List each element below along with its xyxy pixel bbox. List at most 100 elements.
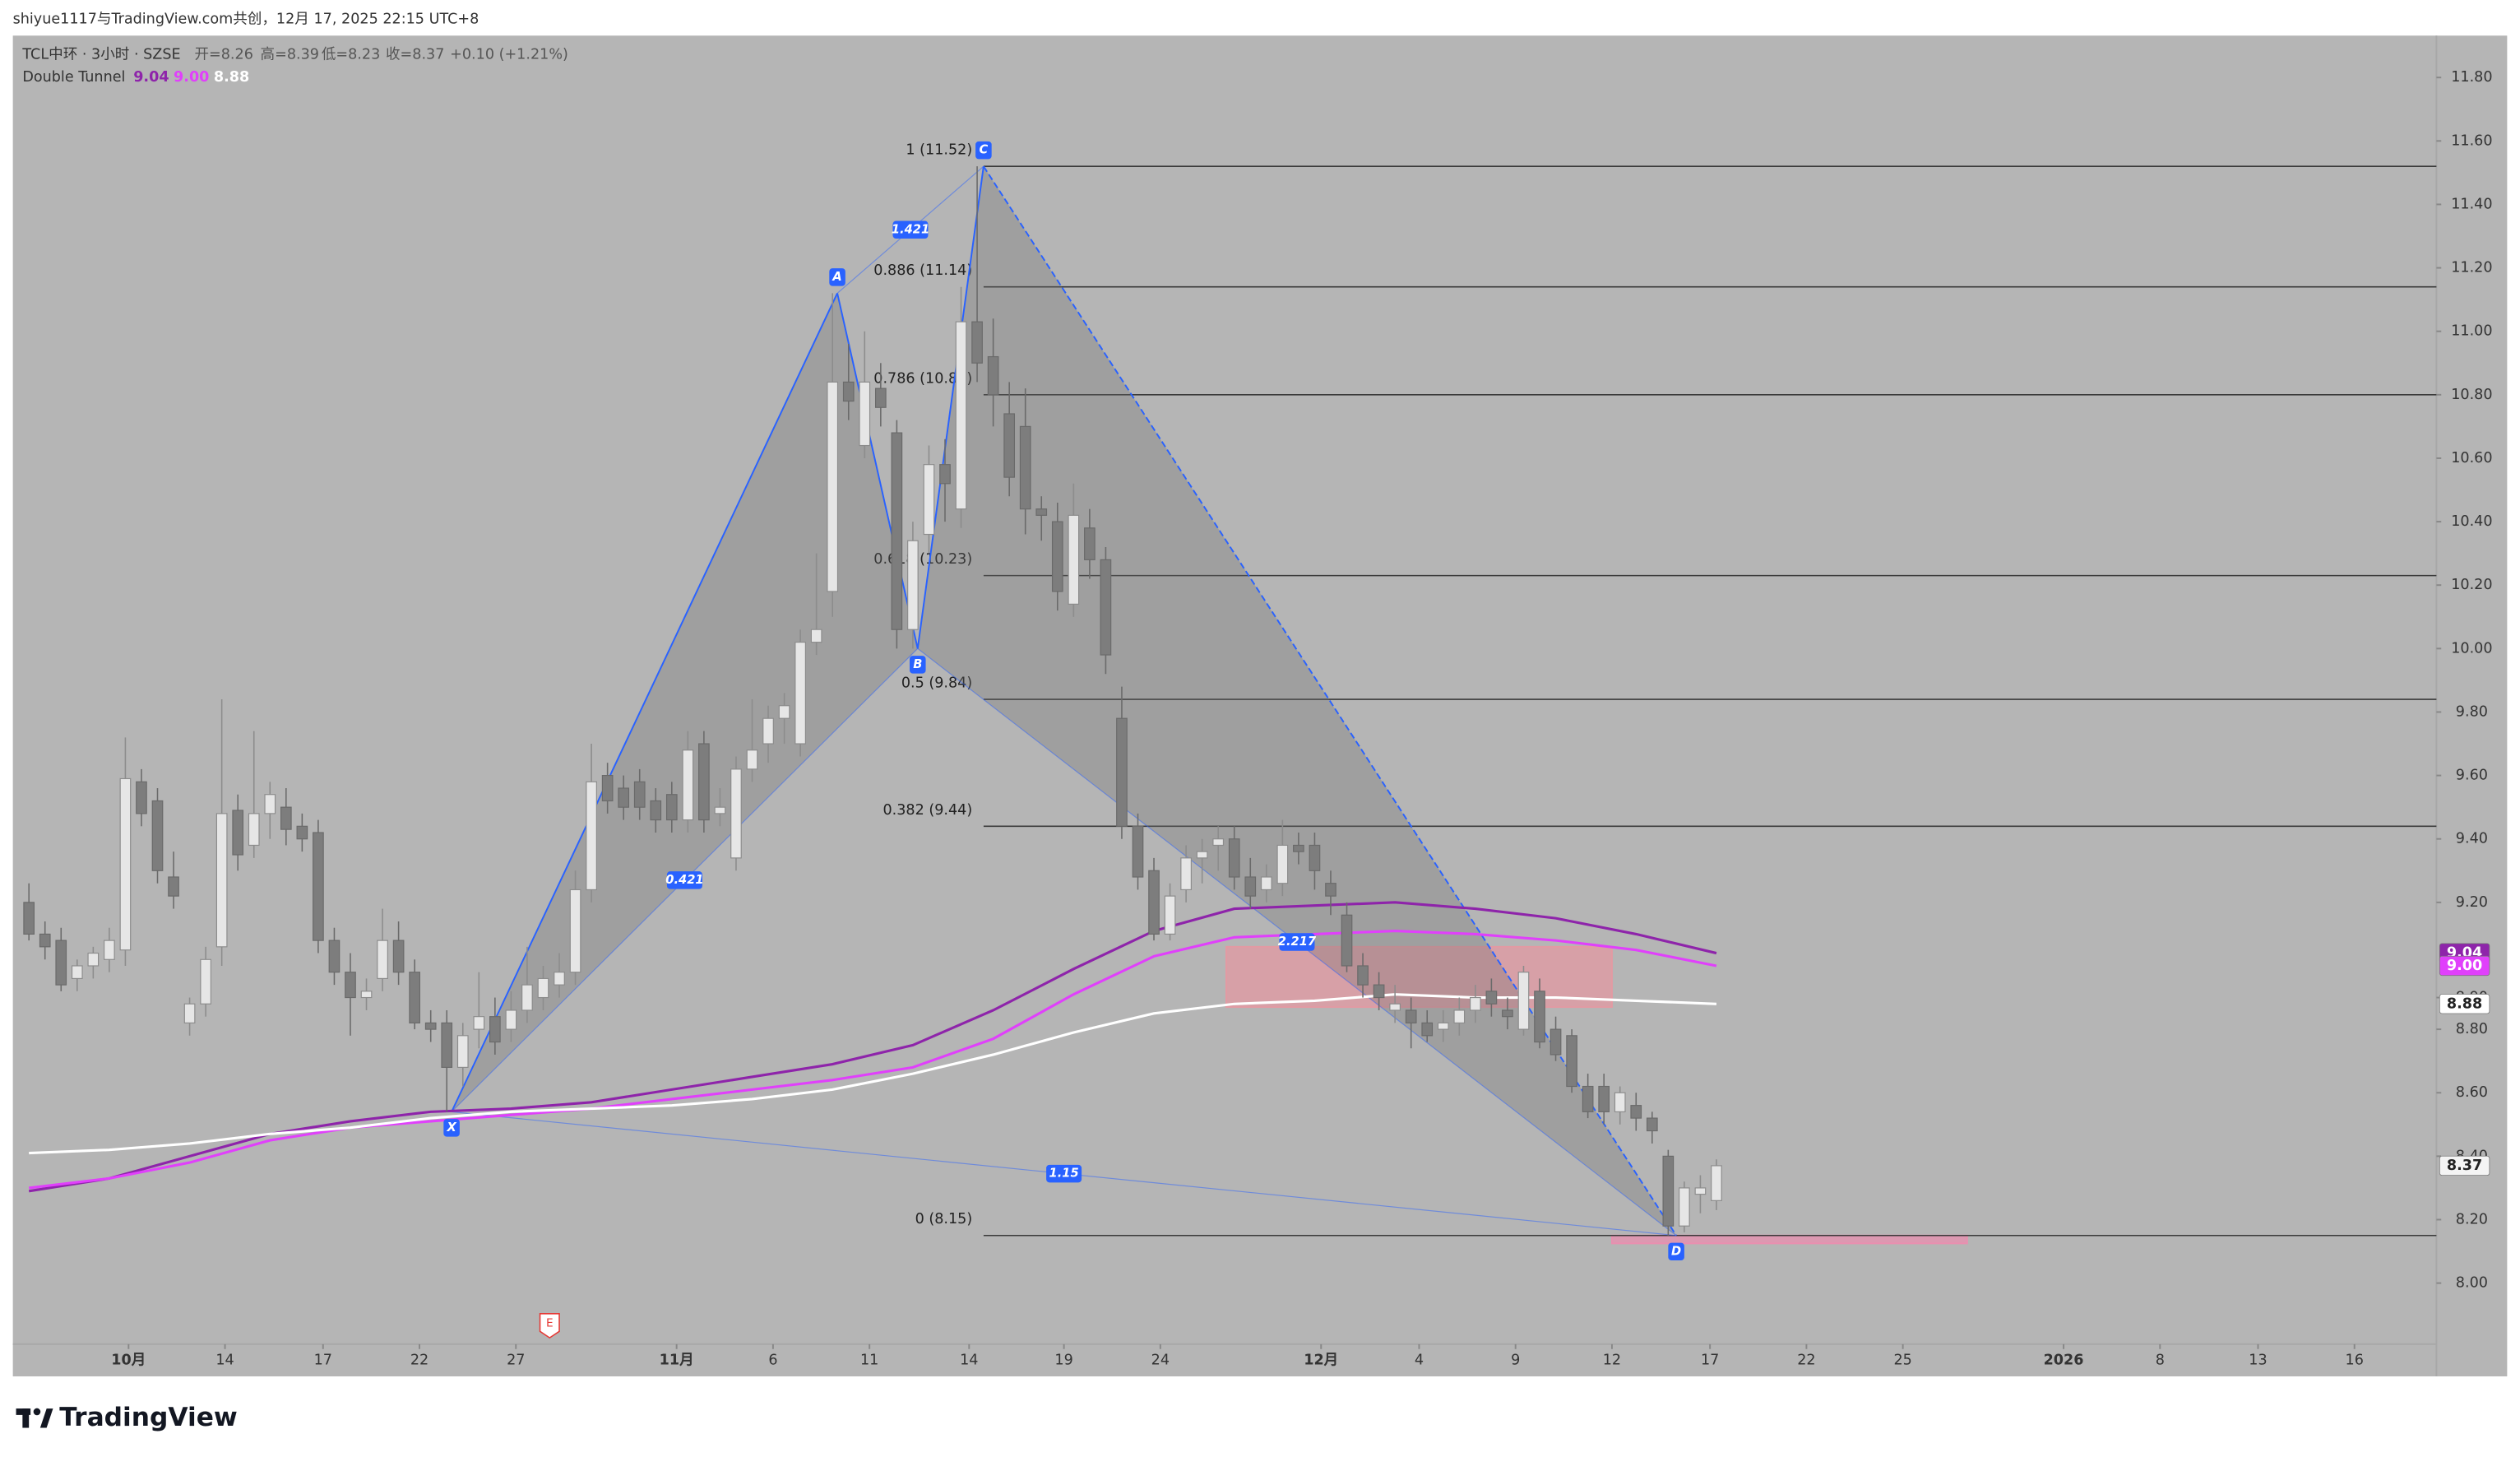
candle-body [280,806,292,830]
candle-body [1068,514,1080,605]
pattern-point-label-box [443,1119,460,1137]
candle-body [1405,1009,1417,1023]
candle-body [923,464,935,536]
candle-body [1389,1003,1401,1011]
candle-body [1196,851,1208,859]
price-tag-box [2439,955,2490,977]
candle-body [682,749,694,821]
candle-body [1293,844,1304,852]
candle-body [1164,895,1176,935]
x-tick-label: 17 [1701,1352,1719,1368]
price-tag: 9.00 [2447,958,2482,974]
candle-body [232,810,244,856]
tunnel-line [28,929,1717,1190]
y-tick-label: 9.40 [2456,831,2488,847]
x-tick-label: 22 [1797,1352,1815,1368]
pattern-leg [983,165,1677,1237]
candle-body [601,775,614,802]
candle-body [328,940,340,973]
candle-body [827,381,839,592]
y-tick-label: 11.00 [2451,323,2492,340]
price-tag-box [2439,1155,2490,1176]
candle-body [1132,825,1144,878]
candle-body [1646,1117,1658,1132]
candle-body [939,464,951,485]
candle-body [119,777,132,951]
pattern-point-label: X [446,1121,456,1135]
zone [1225,945,1613,1009]
candle-body [313,832,324,941]
candle-body [762,717,774,745]
y-tick-label: 10.20 [2451,577,2492,593]
fib-label: 0.786 (10.80) [873,370,972,387]
candle-body [409,972,420,1023]
x-tick-label: 27 [507,1352,525,1368]
candle-body [1260,876,1272,891]
candle-body [200,958,211,1005]
candle-body [665,794,678,821]
candle-body [1437,1022,1449,1030]
x-tick-label: 13 [2249,1352,2267,1368]
y-tick-label: 9.20 [2456,894,2488,911]
candle-body [1051,521,1063,592]
price-tag-box [2439,994,2490,1014]
fib-label: 0 (8.15) [915,1211,973,1227]
candle-body [87,952,100,967]
candle-body [1180,857,1192,891]
pattern-point-label: D [1671,1244,1681,1258]
x-tick-label: 11月 [660,1352,694,1368]
candle-body [151,800,164,871]
candle-body [424,1022,437,1030]
indicator-legend-value: 8.88 [214,69,249,86]
pattern-leg [836,293,919,649]
indicator-name: Double Tunnel [22,69,125,86]
pattern-ratio-label-box [892,220,929,239]
pattern-point-label-box [975,141,992,160]
candle-body [1357,965,1369,986]
pattern-point-label-box [910,656,926,674]
candle-body [1550,1028,1562,1056]
pattern-ratio-label: 0.421 [665,873,703,887]
fib-label: 0.382 (9.44) [882,802,972,819]
candle-body [794,642,806,745]
y-tick-label: 10.60 [2451,450,2492,466]
x-tick-label: 25 [1893,1352,1911,1368]
pattern-point-label: C [980,143,989,157]
pattern-fill [452,293,918,1112]
candle-body [1517,972,1530,1030]
pattern-leg [916,166,984,649]
candle-body [71,965,83,979]
fib-label: 0.5 (9.84) [901,675,972,692]
pattern-leg [451,293,838,1112]
candle-body [1421,1022,1434,1037]
candle-body [1100,559,1112,656]
logo-text: TradingView [59,1403,238,1432]
candle-body [1003,413,1016,478]
ohlc-legend: 高=8.39 [261,47,319,63]
candle-body [537,977,549,999]
y-tick-label: 10.00 [2451,640,2492,657]
y-tick-label: 9.60 [2456,768,2488,784]
pattern-fill [917,166,1677,1236]
ohlc-legend: 低=8.23 [322,47,380,63]
candle-body [1566,1035,1577,1088]
x-tick-label: 19 [1054,1352,1072,1368]
candle-body [859,381,871,447]
candle-body [1694,1187,1707,1195]
x-tick-label: 4 [1415,1352,1424,1368]
candle-body [987,355,999,396]
tunnel-line [28,901,1717,1193]
y-tick-label: 11.20 [2451,260,2492,276]
candle-body [345,972,356,999]
pattern-point-label: A [832,270,841,284]
event-label: E [546,1317,554,1330]
price-tag: 8.37 [2447,1158,2482,1174]
candle-body [778,705,790,719]
candle-body [586,781,597,891]
fib-label: 1 (11.52) [906,142,972,159]
x-tick-label: 9 [1511,1352,1520,1368]
indicator-legend-value: 9.04 [133,69,169,86]
candle-body [1630,1105,1642,1119]
x-tick-label: 12月 [1304,1352,1338,1368]
candle-body [1662,1155,1675,1227]
